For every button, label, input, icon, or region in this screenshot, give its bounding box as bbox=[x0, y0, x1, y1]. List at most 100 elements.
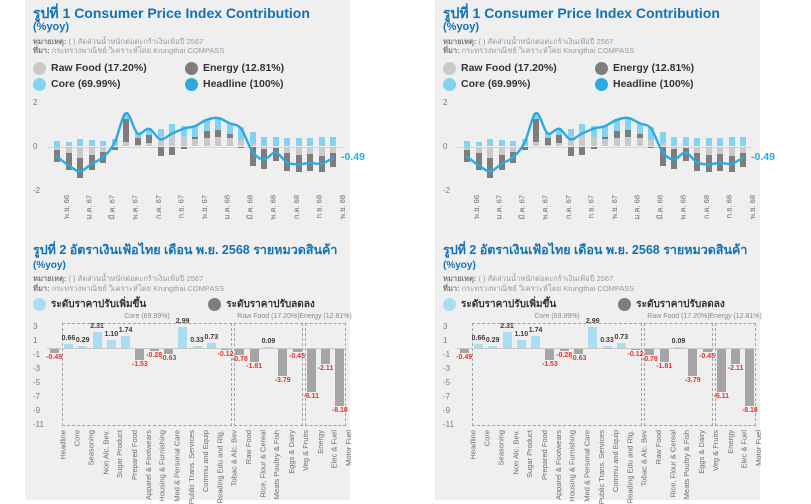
stacked-bar-segment bbox=[146, 142, 152, 147]
stacked-bar-segment bbox=[659, 142, 666, 147]
stacked-bar-segment bbox=[636, 134, 643, 139]
category-inflation-plot: 3 1 -1 -3 -5 -7 -9 -11 -0.49 Headline 0.66 Core 0.29… bbox=[443, 318, 763, 504]
y-tick-label: -5 bbox=[33, 378, 41, 388]
x-tick-label: พ.ย. 67 bbox=[610, 194, 619, 219]
fig1-title: รูปที่ 1 Consumer Price Index Contributi… bbox=[33, 5, 310, 21]
fig2-title-suffix: (%yoy) bbox=[443, 259, 476, 271]
stacked-bar-segment bbox=[330, 146, 336, 153]
stacked-bar-segment bbox=[625, 129, 631, 138]
category-label: Motor Fuel bbox=[343, 430, 353, 466]
stacked-bar-segment bbox=[307, 137, 313, 147]
fig2-group-headers: Core (69.99%) Raw Food (17.20%) Energy (12… bbox=[457, 313, 762, 323]
fig1-source-text: กระทรวงพาณิชย์ วิเคราะห์โดย Krungthai CO… bbox=[51, 46, 225, 56]
category-bar bbox=[673, 347, 683, 349]
x-tick-label: ก.ค. 68 bbox=[292, 194, 301, 219]
stacked-bar-segment bbox=[728, 146, 735, 156]
category-bar bbox=[731, 349, 741, 364]
y-tick-label: -9 bbox=[443, 406, 451, 416]
stacked-bar-segment bbox=[157, 135, 164, 147]
fig2-source-label: ที่มา: bbox=[33, 283, 50, 293]
stacked-bar-segment bbox=[705, 146, 712, 155]
stacked-bar-segment bbox=[77, 139, 83, 147]
x-tick-label: มี.ค. 67 bbox=[108, 194, 117, 220]
stacked-bar-segment bbox=[533, 119, 539, 143]
legend-label: ระดับราคาปรับเพิ่มขึ้น bbox=[461, 299, 557, 311]
price-decrease-dot-icon bbox=[618, 298, 632, 312]
bar-value-label: -6.11 bbox=[303, 392, 320, 400]
category-bar bbox=[616, 343, 626, 349]
stacked-bar-segment bbox=[602, 138, 608, 147]
bar-value-label: 1.74 bbox=[118, 326, 133, 334]
stacked-bar-segment bbox=[330, 136, 336, 147]
bar-value-label: -1.53 bbox=[541, 360, 558, 368]
fig2-note-text: ( ) สัดส่วนน้ำหนักต่อตะกร้าเงินเฟ้อปี 25… bbox=[68, 274, 204, 284]
y-tick-label: -11 bbox=[33, 420, 44, 430]
category-label: Energy bbox=[315, 430, 325, 454]
group-box bbox=[305, 323, 346, 427]
x-tick-label: ก.ย. 67 bbox=[177, 194, 186, 219]
stacked-bar-segment bbox=[648, 139, 654, 147]
category-bar bbox=[459, 349, 469, 353]
fig2-title: รูปที่ 2 อัตราเงินเฟ้อไทย เดือน พ.ย. 256… bbox=[443, 243, 752, 272]
category-bar bbox=[121, 335, 131, 349]
stacked-bar-segment bbox=[613, 130, 620, 138]
category-label: Eggs & Dairy bbox=[286, 430, 296, 474]
x-tick-label: พ.ย. 66 bbox=[62, 194, 71, 219]
zero-axis-line bbox=[47, 146, 343, 148]
stacked-bar-segment bbox=[464, 146, 470, 150]
fig2-source-label: ที่มา: bbox=[443, 283, 460, 293]
category-bar bbox=[645, 349, 655, 355]
y-tick-label: 0 bbox=[33, 141, 38, 151]
y-tick-label: -3 bbox=[443, 364, 451, 374]
bar-value-label: 2.31 bbox=[500, 322, 514, 330]
category-bar bbox=[473, 343, 483, 349]
bar-value-label: 0.09 bbox=[671, 338, 686, 346]
zero-axis-line bbox=[457, 348, 757, 350]
bar-value-label: 0.29 bbox=[485, 337, 500, 345]
stacked-bar-segment bbox=[659, 131, 666, 143]
stacked-bar-segment bbox=[203, 137, 210, 147]
y-tick-label: 3 bbox=[33, 322, 38, 332]
category-label: Housing & Furnishing bbox=[568, 430, 578, 502]
stacked-bar-segment bbox=[567, 128, 574, 136]
category-bar bbox=[249, 349, 259, 362]
stacked-bar-segment bbox=[65, 146, 72, 154]
fig2-notes: หมายเหตุ: ( ) สัดส่วนน้ำหนักต่อตะกร้าเงิ… bbox=[443, 274, 752, 293]
stacked-bar-segment bbox=[284, 146, 290, 154]
category-bar bbox=[263, 347, 273, 349]
stacked-bar-segment bbox=[487, 157, 493, 179]
x-tick-label: พ.ย. 66 bbox=[472, 194, 481, 219]
legend-item-core: Core (69.99%) bbox=[33, 77, 185, 91]
stacked-bar-segment bbox=[192, 136, 198, 139]
category-label: Core bbox=[482, 430, 492, 447]
stacked-bar-segment bbox=[203, 130, 210, 138]
stacked-bar-segment bbox=[157, 128, 164, 136]
category-label: Meats Poultry & Fish bbox=[682, 430, 692, 500]
group-header: Raw Food (17.20%) bbox=[237, 313, 300, 321]
stacked-bar-segment bbox=[123, 119, 129, 143]
stacked-bar-segment bbox=[590, 146, 597, 149]
stacked-bar-segment bbox=[487, 139, 493, 147]
stacked-bar-segment bbox=[510, 146, 516, 152]
stacked-bar-segment bbox=[636, 138, 643, 147]
legend-label: Core (69.99%) bbox=[461, 78, 531, 90]
group-box bbox=[472, 323, 642, 427]
stacked-bar-segment bbox=[272, 146, 279, 149]
group-header: Energy (12.81%) bbox=[299, 313, 352, 321]
x-tick-label: ม.ค. 67 bbox=[495, 194, 504, 220]
stacked-bar-segment bbox=[682, 137, 689, 147]
category-label: Rice, Flour & Cereal bbox=[668, 430, 678, 498]
stacked-bar-segment bbox=[261, 136, 267, 147]
fig2-note-label: หมายเหตุ: bbox=[33, 274, 67, 284]
category-bar bbox=[92, 331, 102, 349]
category-label: Seasoning bbox=[86, 430, 96, 466]
stacked-bar-segment bbox=[487, 146, 493, 158]
y-tick-label: 0 bbox=[443, 141, 448, 151]
bar-value-label: 0.66 bbox=[471, 334, 486, 342]
legend-item-headline: Headline (100%) bbox=[185, 77, 342, 91]
stacked-bar-segment bbox=[169, 124, 175, 135]
category-bar bbox=[149, 349, 159, 352]
category-label: Raw Food bbox=[653, 430, 663, 465]
category-bar bbox=[335, 349, 345, 407]
